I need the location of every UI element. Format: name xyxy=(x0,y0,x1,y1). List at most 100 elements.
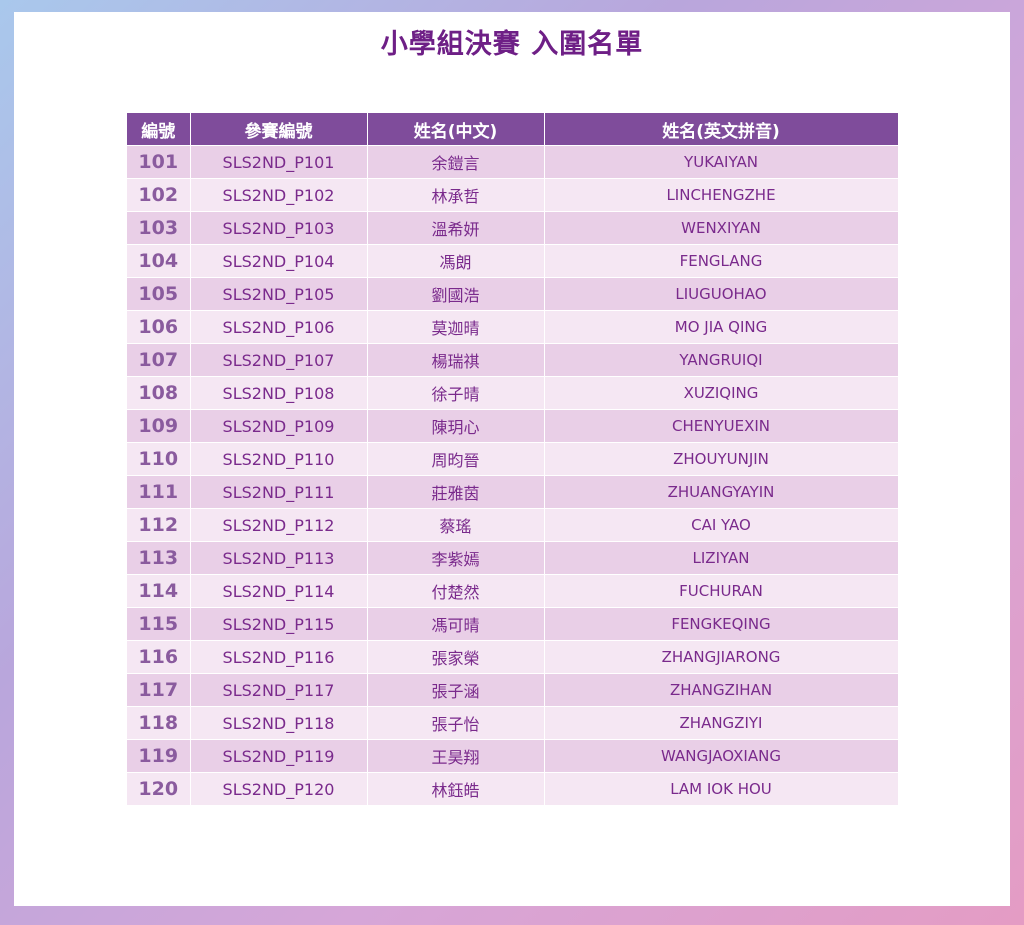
row-number: 115 xyxy=(127,607,191,641)
english-name: FENGLANG xyxy=(544,244,899,278)
row-number: 107 xyxy=(127,343,191,377)
english-name: LIUGUOHAO xyxy=(544,277,899,311)
entry-id: SLS2ND_P115 xyxy=(190,607,368,641)
chinese-name: 張家榮 xyxy=(367,640,545,674)
table-row: 101 SLS2ND_P101 余鎧言 YUKAIYAN xyxy=(127,145,899,179)
table-row: 120 SLS2ND_P120 林鈺皓 LAM IOK HOU xyxy=(127,772,899,805)
english-name: WENXIYAN xyxy=(544,211,899,245)
table-row: 102 SLS2ND_P102 林承哲 LINCHENGZHE xyxy=(127,178,899,212)
table-row: 119 SLS2ND_P119 王昊翔 WANGJAOXIANG xyxy=(127,739,899,773)
entry-id: SLS2ND_P119 xyxy=(190,739,368,773)
entry-id: SLS2ND_P116 xyxy=(190,640,368,674)
entry-id: SLS2ND_P118 xyxy=(190,706,368,740)
entry-id: SLS2ND_P103 xyxy=(190,211,368,245)
row-number: 120 xyxy=(127,772,191,805)
row-number: 102 xyxy=(127,178,191,212)
english-name: YUKAIYAN xyxy=(544,145,899,179)
row-number: 106 xyxy=(127,310,191,344)
entry-id: SLS2ND_P114 xyxy=(190,574,368,608)
entry-id: SLS2ND_P107 xyxy=(190,343,368,377)
entry-id: SLS2ND_P112 xyxy=(190,508,368,542)
table-row: 108 SLS2ND_P108 徐子晴 XUZIQING xyxy=(127,376,899,410)
header-entry-id: 參賽編號 xyxy=(190,113,368,146)
chinese-name: 林鈺皓 xyxy=(367,772,545,805)
english-name: FENGKEQING xyxy=(544,607,899,641)
english-name: FUCHURAN xyxy=(544,574,899,608)
english-name: ZHANGZIYI xyxy=(544,706,899,740)
chinese-name: 張子怡 xyxy=(367,706,545,740)
chinese-name: 付楚然 xyxy=(367,574,545,608)
entry-id: SLS2ND_P106 xyxy=(190,310,368,344)
table-row: 106 SLS2ND_P106 莫迦晴 MO JIA QING xyxy=(127,310,899,344)
english-name: LINCHENGZHE xyxy=(544,178,899,212)
chinese-name: 徐子晴 xyxy=(367,376,545,410)
row-number: 101 xyxy=(127,145,191,179)
chinese-name: 馮可晴 xyxy=(367,607,545,641)
english-name: LIZIYAN xyxy=(544,541,899,575)
row-number: 111 xyxy=(127,475,191,509)
table-row: 103 SLS2ND_P103 溫希妍 WENXIYAN xyxy=(127,211,899,245)
row-number: 110 xyxy=(127,442,191,476)
entry-id: SLS2ND_P120 xyxy=(190,772,368,805)
table-header: 編號 參賽編號 姓名(中文) 姓名(英文拼音) xyxy=(127,113,899,146)
entry-id: SLS2ND_P105 xyxy=(190,277,368,311)
chinese-name: 馮朗 xyxy=(367,244,545,278)
header-number: 編號 xyxy=(127,113,191,146)
row-number: 112 xyxy=(127,508,191,542)
english-name: ZHANGZIHAN xyxy=(544,673,899,707)
entry-id: SLS2ND_P109 xyxy=(190,409,368,443)
table-row: 110 SLS2ND_P110 周昀晉 ZHOUYUNJIN xyxy=(127,442,899,476)
chinese-name: 李紫嫣 xyxy=(367,541,545,575)
english-name: CAI YAO xyxy=(544,508,899,542)
english-name: ZHOUYUNJIN xyxy=(544,442,899,476)
entry-id: SLS2ND_P110 xyxy=(190,442,368,476)
table-row: 109 SLS2ND_P109 陳玥心 CHENYUEXIN xyxy=(127,409,899,443)
chinese-name: 陳玥心 xyxy=(367,409,545,443)
english-name: WANGJAOXIANG xyxy=(544,739,899,773)
english-name: CHENYUEXIN xyxy=(544,409,899,443)
table-row: 118 SLS2ND_P118 張子怡 ZHANGZIYI xyxy=(127,706,899,740)
table-row: 111 SLS2ND_P111 莊雅茵 ZHUANGYAYIN xyxy=(127,475,899,509)
finalist-table: 編號 參賽編號 姓名(中文) 姓名(英文拼音) 101 SLS2ND_P101 余鎧… xyxy=(127,113,899,805)
chinese-name: 溫希妍 xyxy=(367,211,545,245)
entry-id: SLS2ND_P117 xyxy=(190,673,368,707)
english-name: ZHUANGYAYIN xyxy=(544,475,899,509)
english-name: ZHANGJIARONG xyxy=(544,640,899,674)
table-row: 116 SLS2ND_P116 張家榮 ZHANGJIARONG xyxy=(127,640,899,674)
chinese-name: 林承哲 xyxy=(367,178,545,212)
row-number: 113 xyxy=(127,541,191,575)
header-chinese-name: 姓名(中文) xyxy=(367,113,545,146)
english-name: XUZIQING xyxy=(544,376,899,410)
entry-id: SLS2ND_P111 xyxy=(190,475,368,509)
row-number: 108 xyxy=(127,376,191,410)
table-row: 104 SLS2ND_P104 馮朗 FENGLANG xyxy=(127,244,899,278)
entry-id: SLS2ND_P101 xyxy=(190,145,368,179)
row-number: 117 xyxy=(127,673,191,707)
chinese-name: 余鎧言 xyxy=(367,145,545,179)
chinese-name: 劉國浩 xyxy=(367,277,545,311)
table-row: 107 SLS2ND_P107 楊瑞祺 YANGRUIQI xyxy=(127,343,899,377)
entry-id: SLS2ND_P102 xyxy=(190,178,368,212)
chinese-name: 周昀晉 xyxy=(367,442,545,476)
row-number: 116 xyxy=(127,640,191,674)
table-row: 117 SLS2ND_P117 張子涵 ZHANGZIHAN xyxy=(127,673,899,707)
entry-id: SLS2ND_P113 xyxy=(190,541,368,575)
page-title: 小學組決賽 入圍名單 xyxy=(380,29,644,60)
row-number: 118 xyxy=(127,706,191,740)
row-number: 104 xyxy=(127,244,191,278)
chinese-name: 楊瑞祺 xyxy=(367,343,545,377)
row-number: 109 xyxy=(127,409,191,443)
table-row: 115 SLS2ND_P115 馮可晴 FENGKEQING xyxy=(127,607,899,641)
table-row: 114 SLS2ND_P114 付楚然 FUCHURAN xyxy=(127,574,899,608)
row-number: 119 xyxy=(127,739,191,773)
entry-id: SLS2ND_P108 xyxy=(190,376,368,410)
table-row: 112 SLS2ND_P112 蔡瑤 CAI YAO xyxy=(127,508,899,542)
entry-id: SLS2ND_P104 xyxy=(190,244,368,278)
table-row: 113 SLS2ND_P113 李紫嫣 LIZIYAN xyxy=(127,541,899,575)
row-number: 103 xyxy=(127,211,191,245)
table-row: 105 SLS2ND_P105 劉國浩 LIUGUOHAO xyxy=(127,277,899,311)
english-name: MO JIA QING xyxy=(544,310,899,344)
chinese-name: 蔡瑤 xyxy=(367,508,545,542)
english-name: LAM IOK HOU xyxy=(544,772,899,805)
row-number: 105 xyxy=(127,277,191,311)
